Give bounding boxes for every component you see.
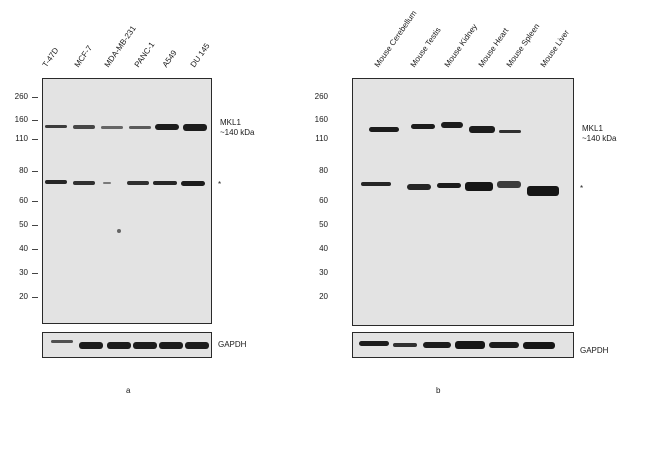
band [469,126,495,133]
marker-b-50: 50 [319,220,328,229]
marker-b-30: 30 [319,268,328,277]
tick [32,171,38,172]
band [181,181,205,186]
marker-a-20: 20 [19,292,28,301]
band [369,127,399,132]
tick [32,201,38,202]
band [185,342,209,349]
tick [32,297,38,298]
band [45,180,67,184]
marker-a-40: 40 [19,244,28,253]
lane-label-b-2: Mouse Testis [408,25,443,69]
target-size-a: ~140 kDa [220,128,255,137]
band [133,342,157,349]
band [73,181,95,185]
tick [32,120,38,121]
band [79,342,103,349]
marker-b-40: 40 [319,244,328,253]
lane-label-b-5: Mouse Spleen [504,21,542,69]
band [127,181,149,185]
lane-label-a-4: PANC-1 [132,40,157,69]
band [153,181,177,185]
marker-a-30: 30 [19,268,28,277]
band [117,229,121,233]
band [407,184,431,190]
band [497,181,521,188]
panel-letter-a: a [126,386,131,395]
lane-label-a-2: MCF-7 [72,43,95,69]
band [489,342,519,348]
band [361,182,391,186]
band [155,124,179,130]
target-label-b: MKL1 [582,124,603,133]
band [423,342,451,348]
marker-b-20: 20 [319,292,328,301]
marker-b-160: 160 [314,115,328,124]
tick [32,249,38,250]
loading-label-a: GAPDH [218,340,247,349]
marker-b-80: 80 [319,166,328,175]
western-blot-b-main [352,78,574,326]
asterisk-a: * [218,180,222,189]
band [45,125,67,128]
band [437,183,461,188]
band [455,341,485,349]
western-blot-a-main [42,78,212,324]
lane-label-b-3: Mouse Kidney [442,22,480,69]
target-label-a: MKL1 [220,118,241,127]
band [523,342,555,349]
marker-a-80: 80 [19,166,28,175]
band [107,342,131,349]
lane-label-b-6: Mouse Liver [538,28,571,69]
band [359,341,389,346]
western-blot-a-gapdh [42,332,212,358]
marker-a-160: 160 [14,115,28,124]
band [159,342,183,349]
lane-label-a-1: T-47D [40,45,61,69]
marker-b-260: 260 [314,92,328,101]
marker-a-50: 50 [19,220,28,229]
band [129,126,151,129]
band [411,124,435,129]
lane-label-a-6: DU 145 [188,41,212,69]
panel-letter-b: b [436,386,441,395]
loading-label-b: GAPDH [580,346,609,355]
band [103,182,111,184]
tick [32,139,38,140]
band [73,125,95,129]
marker-a-260: 260 [14,92,28,101]
asterisk-b: * [580,184,584,193]
band [499,130,521,133]
band [51,340,73,343]
target-size-b: ~140 kDa [582,134,617,143]
marker-b-110: 110 [315,134,328,143]
marker-a-60: 60 [19,196,28,205]
lane-label-a-5: A549 [160,48,179,69]
band [441,122,463,128]
tick [32,97,38,98]
band [101,126,123,129]
band [465,182,493,191]
band [527,186,559,196]
tick [32,225,38,226]
band [393,343,417,347]
marker-a-110: 110 [15,134,28,143]
western-blot-b-gapdh [352,332,574,358]
marker-b-60: 60 [319,196,328,205]
tick [32,273,38,274]
band [183,124,207,131]
